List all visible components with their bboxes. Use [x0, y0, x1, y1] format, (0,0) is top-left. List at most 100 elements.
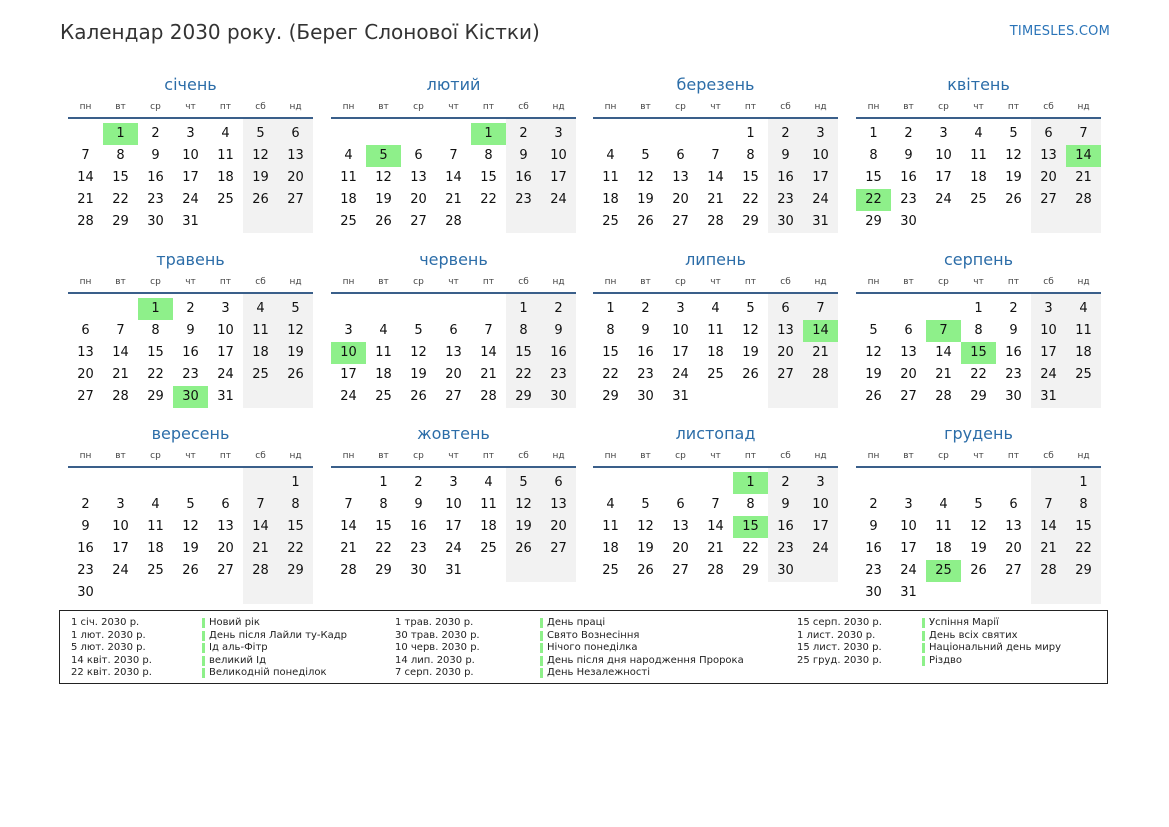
day-cell: 5 [869, 323, 878, 338]
holiday-name: великий Ід [202, 655, 266, 667]
day-cell: 30 [637, 389, 654, 404]
day-cell: 8 [379, 497, 388, 512]
weekday-label: нд [814, 102, 827, 112]
header-rule [68, 117, 313, 119]
day-cell: 27 [217, 563, 234, 578]
day-cell: 19 [637, 192, 654, 207]
month-name: квітень [947, 75, 1010, 94]
day-cell: 7 [711, 497, 720, 512]
day-cell: 8 [484, 148, 493, 163]
holiday-date: 15 лист. 2030 р. [797, 642, 882, 654]
holiday-date: 5 лют. 2030 р. [71, 642, 146, 654]
day-cell: 30 [1005, 389, 1022, 404]
month-name: травень [156, 250, 225, 269]
day-cell: 8 [746, 148, 755, 163]
day-cell: 13 [777, 323, 794, 338]
day-cell: 28 [707, 563, 724, 578]
day-cell: 26 [287, 367, 304, 382]
month-4: квітень пн вт ср чт пт сб нд 1 2 3 4 5 6 7 8 9 10 11 12 13 14… [856, 75, 1101, 235]
day-cell: 5 [519, 475, 528, 490]
day-cell: 2 [151, 126, 160, 141]
day-cell: 28 [112, 389, 129, 404]
day-cell: 27 [900, 389, 917, 404]
day-cell: 7 [344, 497, 353, 512]
header-rule [331, 117, 576, 119]
weekday-label: пт [1007, 102, 1020, 112]
day-cell: 8 [151, 323, 160, 338]
weekday-label: пн [867, 451, 880, 461]
day-cell: 27 [445, 389, 462, 404]
month-9: вересень пн вт ср чт пт сб нд 1 2 3 4 5 6 7 8 9 10 11 12 13 1… [68, 424, 313, 604]
day-cell: 15 [742, 170, 759, 185]
day-cell: 2 [414, 475, 423, 490]
weekday-label: нд [289, 102, 302, 112]
weekday-label: пн [79, 451, 92, 461]
day-cell: 21 [1040, 541, 1057, 556]
day-cell: 23 [550, 367, 567, 382]
day-cell: 3 [816, 475, 825, 490]
day-cell: 16 [77, 541, 94, 556]
header-rule [856, 117, 1101, 119]
holiday-date: 10 черв. 2030 р. [395, 642, 480, 654]
day-cell: 25 [252, 367, 269, 382]
day-cell: 19 [970, 541, 987, 556]
weekday-label: нд [289, 277, 302, 287]
day-cell: 28 [707, 214, 724, 229]
day-cell: 11 [935, 519, 952, 534]
weekday-label: пн [604, 451, 617, 461]
month-name: серпень [944, 250, 1013, 269]
weekday-label: вт [640, 277, 651, 287]
weekday-label: вт [640, 102, 651, 112]
day-cell: 23 [147, 192, 164, 207]
day-cell: 23 [865, 563, 882, 578]
day-cell: 26 [637, 214, 654, 229]
day-cell: 6 [449, 323, 458, 338]
weekday-label: ср [413, 102, 424, 112]
day-cell: 17 [1040, 345, 1057, 360]
weekday-label: чт [448, 451, 459, 461]
day-cell: 12 [410, 345, 427, 360]
holiday-name: Нічого понеділка [540, 642, 637, 654]
weekday-label: пт [744, 277, 757, 287]
day-cell: 18 [217, 170, 234, 185]
weekday-label: ср [938, 451, 949, 461]
weekday-label: пн [604, 277, 617, 287]
holiday-day: 14 [1066, 145, 1101, 167]
day-cell: 27 [77, 389, 94, 404]
day-cell: 22 [742, 192, 759, 207]
weekday-label: пн [79, 102, 92, 112]
holiday-name: Великодній понеділок [202, 667, 327, 679]
day-cell: 14 [480, 345, 497, 360]
day-cell: 21 [252, 541, 269, 556]
day-cell: 27 [410, 214, 427, 229]
day-cell: 4 [939, 497, 948, 512]
day-cell: 23 [900, 192, 917, 207]
holiday-name: День всіх святих [922, 630, 1018, 642]
day-cell: 26 [375, 214, 392, 229]
weekday-label: вт [378, 277, 389, 287]
weekday-label: пт [1007, 451, 1020, 461]
header-rule [856, 466, 1101, 468]
day-cell: 20 [672, 192, 689, 207]
day-cell: 12 [1005, 148, 1022, 163]
day-cell: 22 [602, 367, 619, 382]
day-cell: 12 [375, 170, 392, 185]
holiday-day: 7 [926, 320, 961, 342]
day-cell: 1 [379, 475, 388, 490]
weekday-label: пт [744, 102, 757, 112]
day-cell: 15 [480, 170, 497, 185]
day-cell: 23 [182, 367, 199, 382]
day-cell: 22 [742, 541, 759, 556]
day-cell: 4 [344, 148, 353, 163]
site-link[interactable]: TIMESLES.COM [1009, 24, 1110, 39]
day-cell: 11 [970, 148, 987, 163]
day-cell: 29 [515, 389, 532, 404]
day-cell: 7 [449, 148, 458, 163]
day-cell: 18 [147, 541, 164, 556]
day-cell: 18 [1075, 345, 1092, 360]
day-cell: 1 [1079, 475, 1088, 490]
day-cell: 15 [112, 170, 129, 185]
day-cell: 30 [147, 214, 164, 229]
month-2: лютий пн вт ср чт пт сб нд 1 2 3 4 5 6 7 8 9 10 11 12 13 14 15… [331, 75, 576, 235]
day-cell: 10 [935, 148, 952, 163]
